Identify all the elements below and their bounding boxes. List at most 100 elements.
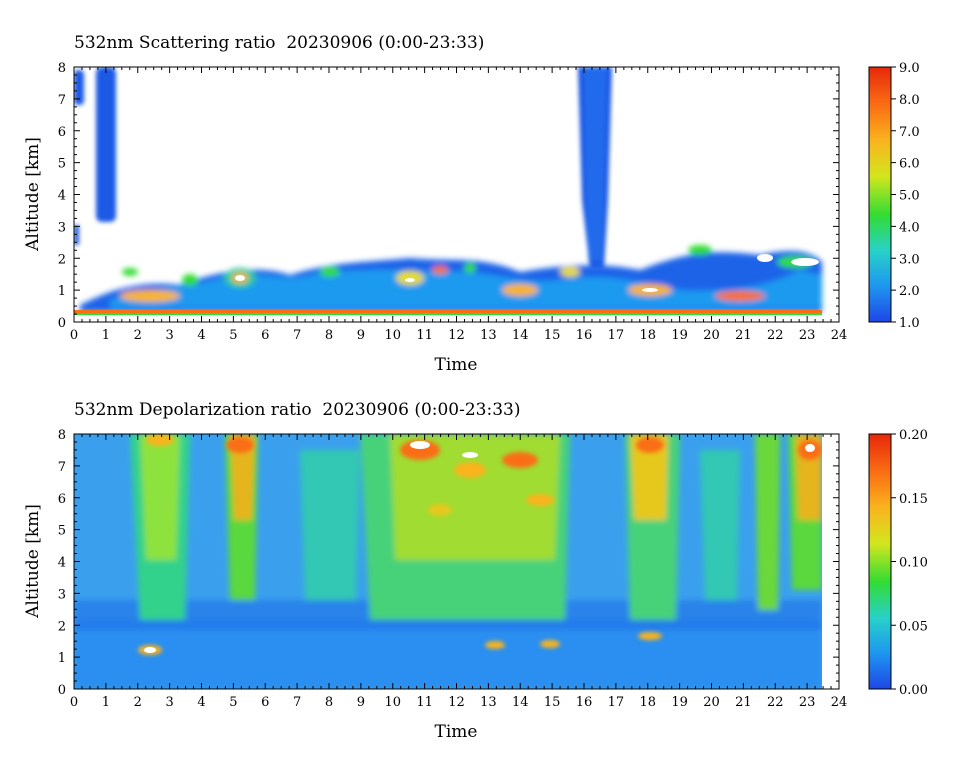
panel2-heatmap — [74, 434, 839, 689]
panel1-colorbar — [868, 66, 892, 323]
x-tick-label: 21 — [735, 328, 752, 343]
x-tick-label: 14 — [512, 328, 529, 343]
colorbar-tick-label: 5.0 — [899, 189, 920, 204]
y-tick-label: 0 — [58, 683, 66, 698]
y-tick-label: 4 — [58, 189, 66, 204]
x-tick-label: 8 — [325, 328, 333, 343]
colorbar-tick-label: 0.00 — [899, 683, 928, 698]
x-tick-label: 0 — [70, 328, 78, 343]
panel2-white-cells — [144, 441, 815, 653]
colorbar-tick-label: 9.0 — [899, 61, 920, 76]
x-tick-label: 15 — [544, 695, 561, 710]
x-tick-label: 2 — [134, 695, 142, 710]
y-tick-label: 1 — [58, 651, 66, 666]
panel1-streak-left — [74, 67, 116, 245]
colorbar-tick-label: 4.0 — [899, 220, 920, 235]
x-tick-label: 9 — [357, 328, 365, 343]
panel1-y-label: Altitude [km] — [23, 137, 43, 252]
panel2-y-ticks: 0 1 2 3 4 5 6 7 8 — [58, 428, 839, 698]
colorbar-tick-label: 0.15 — [899, 492, 928, 507]
x-tick-label: 1 — [102, 695, 110, 710]
x-tick-label: 17 — [608, 328, 625, 343]
colorbar-tick-label: 8.0 — [899, 93, 920, 108]
colorbar-tick-label: 6.0 — [899, 157, 920, 172]
panel2-hot-cells — [138, 434, 822, 655]
x-tick-label: 13 — [480, 328, 497, 343]
panel2-x-label: Time — [435, 722, 478, 742]
x-tick-label: 19 — [671, 695, 688, 710]
x-tick-label: 22 — [767, 695, 784, 710]
x-tick-label: 16 — [576, 695, 593, 710]
y-tick-label: 6 — [58, 125, 66, 140]
y-tick-label: 8 — [58, 61, 66, 76]
x-tick-label: 15 — [544, 328, 561, 343]
x-tick-label: 24 — [831, 695, 848, 710]
y-tick-label: 3 — [58, 587, 66, 602]
y-tick-label: 5 — [58, 157, 66, 172]
panel1-colorbar-ticks: 1.0 2.0 3.0 4.0 5.0 6.0 7.0 8.0 9.0 — [891, 61, 920, 331]
panel2-colorbar — [868, 433, 892, 690]
x-tick-label: 21 — [735, 695, 752, 710]
x-tick-label: 18 — [639, 695, 656, 710]
colorbar-tick-label: 7.0 — [899, 125, 920, 140]
colorbar-tick-label: 2.0 — [899, 284, 920, 299]
x-tick-label: 20 — [703, 695, 720, 710]
x-tick-label: 6 — [261, 695, 269, 710]
panel1-x-label: Time — [435, 355, 478, 375]
colorbar-tick-label: 0.05 — [899, 619, 928, 634]
x-tick-label: 4 — [197, 695, 205, 710]
panel2-colorbar-ticks: 0.00 0.05 0.10 0.15 0.20 — [891, 428, 928, 698]
y-tick-label: 6 — [58, 492, 66, 507]
x-tick-label: 24 — [831, 328, 848, 343]
panel2-y-label: Altitude [km] — [23, 504, 43, 619]
x-tick-label: 2 — [134, 328, 142, 343]
panel2-title: 532nm Depolarization ratio 20230906 (0:0… — [74, 400, 521, 420]
colorbar-tick-label: 1.0 — [899, 316, 920, 331]
x-tick-label: 4 — [197, 328, 205, 343]
y-tick-label: 1 — [58, 284, 66, 299]
panel2-x-ticks: 0 1 2 3 4 5 6 7 8 9 10 11 12 13 14 15 16 17 18 19 20 21 22 23 24 — [70, 434, 847, 710]
y-tick-label: 4 — [58, 556, 66, 571]
x-tick-label: 16 — [576, 328, 593, 343]
panel1-holes — [235, 254, 819, 292]
x-tick-label: 3 — [165, 328, 173, 343]
panel1-title: 532nm Scattering ratio 20230906 (0:00-23… — [74, 33, 484, 53]
y-tick-label: 7 — [58, 460, 66, 475]
y-tick-label: 5 — [58, 524, 66, 539]
x-tick-label: 17 — [608, 695, 625, 710]
x-tick-label: 22 — [767, 328, 784, 343]
x-tick-label: 19 — [671, 328, 688, 343]
y-tick-label: 8 — [58, 428, 66, 443]
panel1-column-16h — [578, 67, 612, 270]
x-tick-label: 20 — [703, 328, 720, 343]
panel1-heatmap — [74, 67, 839, 322]
x-tick-label: 5 — [229, 328, 237, 343]
panel1-x-ticks: 0 1 2 3 4 5 6 7 8 9 10 11 12 13 14 15 16 17 18 19 20 21 22 23 24 — [70, 67, 847, 343]
x-tick-label: 5 — [229, 695, 237, 710]
y-tick-label: 2 — [58, 619, 66, 634]
x-tick-label: 1 — [102, 328, 110, 343]
x-tick-label: 11 — [416, 695, 433, 710]
colorbar-tick-label: 0.20 — [899, 428, 928, 443]
x-tick-label: 6 — [261, 328, 269, 343]
x-tick-label: 0 — [70, 695, 78, 710]
x-tick-label: 11 — [416, 328, 433, 343]
colorbar-tick-label: 3.0 — [899, 252, 920, 267]
x-tick-label: 8 — [325, 695, 333, 710]
colorbar-tick-label: 0.10 — [899, 556, 928, 571]
x-tick-label: 7 — [293, 328, 301, 343]
x-tick-label: 18 — [639, 328, 656, 343]
x-tick-label: 10 — [384, 695, 401, 710]
x-tick-label: 12 — [448, 695, 465, 710]
x-tick-label: 10 — [384, 328, 401, 343]
y-tick-label: 7 — [58, 93, 66, 108]
x-tick-label: 7 — [293, 695, 301, 710]
panel1-y-ticks: 0 1 2 3 4 5 6 7 8 — [58, 61, 839, 331]
x-tick-label: 23 — [799, 328, 816, 343]
y-tick-label: 0 — [58, 316, 66, 331]
x-tick-label: 14 — [512, 695, 529, 710]
x-tick-label: 12 — [448, 328, 465, 343]
x-tick-label: 3 — [165, 695, 173, 710]
